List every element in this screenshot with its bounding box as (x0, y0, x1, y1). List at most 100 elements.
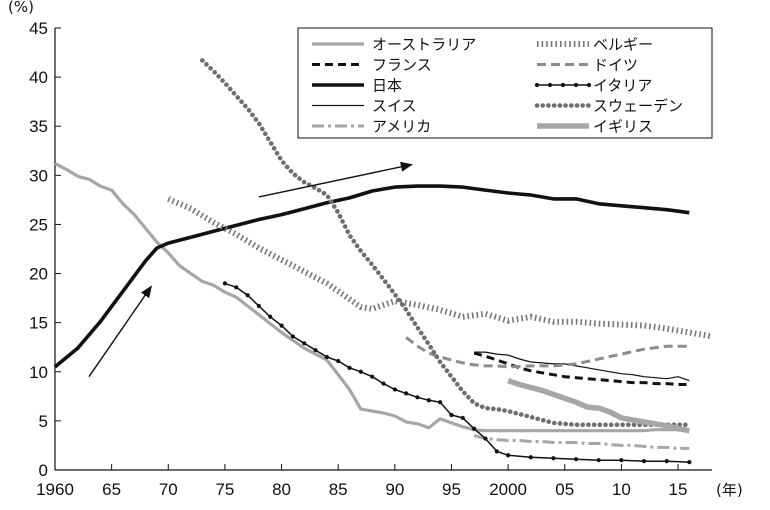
x-tick-label: 1960 (36, 480, 74, 499)
data-point (415, 395, 420, 400)
legend-label: イタリア (593, 77, 652, 95)
legend-label: 日本 (372, 77, 402, 95)
x-tick-label: 75 (215, 480, 234, 499)
x-tick-label: 95 (442, 480, 461, 499)
y-tick-label: 10 (29, 363, 48, 382)
legend-item: 日本 (312, 77, 402, 95)
series-line (53, 184, 690, 369)
series-line (200, 58, 692, 428)
series-line (167, 196, 713, 340)
data-point (687, 460, 692, 465)
data-point (256, 303, 261, 309)
data-point (290, 334, 295, 339)
data-point (664, 459, 669, 464)
data-point (573, 457, 579, 462)
legend-item: ベルギー (537, 36, 653, 54)
data-point (494, 449, 499, 454)
series-8 (222, 281, 692, 465)
x-tick-label: 85 (329, 480, 348, 499)
series-2 (473, 351, 690, 386)
data-point (324, 354, 329, 360)
data-point (245, 293, 250, 298)
legend-item: イタリア (534, 77, 652, 95)
data-point (347, 365, 352, 370)
data-point (370, 374, 375, 379)
legend-marker (560, 82, 566, 88)
x-tick-label: 90 (385, 480, 404, 499)
legend-marker (547, 82, 553, 88)
series-line (473, 434, 690, 450)
data-point (472, 426, 477, 431)
data-point (619, 458, 624, 463)
series-line (507, 378, 690, 434)
data-point (438, 400, 443, 405)
series-9 (200, 58, 692, 428)
x-axis: 1960 65 70 75 80 85 90 95 2000 05 10 15 (36, 464, 687, 499)
data-point (302, 341, 307, 346)
legend-label: ベルギー (593, 36, 653, 54)
y-axis: 0 5 10 15 20 25 30 35 40 45 (29, 19, 61, 480)
data-point (313, 348, 318, 353)
data-point (506, 453, 511, 458)
x-unit-label: (年) (716, 481, 743, 499)
x-tick-label: 15 (669, 480, 688, 499)
data-point (268, 314, 273, 319)
x-tick-label: 05 (555, 480, 574, 499)
legend-label: スウェーデン (593, 97, 683, 115)
legend-label: ドイツ (593, 56, 638, 74)
y-tick-label: 15 (29, 314, 48, 333)
x-tick-label: 80 (272, 480, 291, 499)
data-point (222, 281, 228, 286)
y-unit-label: (%) (8, 0, 34, 16)
data-point (483, 436, 488, 441)
legend-item: アメリカ (312, 118, 431, 136)
series-line (224, 282, 690, 463)
data-point (596, 458, 601, 463)
series-7 (405, 336, 690, 369)
y-tick-label: 30 (29, 166, 48, 185)
legend-item: ドイツ (537, 56, 638, 74)
data-point (460, 415, 465, 421)
y-tick-label: 40 (29, 68, 48, 87)
data-point (528, 455, 533, 460)
plot-area (54, 28, 712, 471)
annotations (88, 161, 413, 378)
legend-marker (586, 82, 592, 88)
series-5 (473, 434, 690, 450)
legend-item: スウェーデン (534, 97, 683, 115)
legend-item: オーストラリア (312, 36, 476, 54)
data-point (358, 369, 363, 374)
y-tick-label: 25 (29, 215, 48, 234)
legend-label: オーストラリア (372, 36, 476, 54)
data-point (279, 323, 284, 328)
data-point (426, 398, 431, 403)
series-10 (507, 378, 690, 434)
legend-label: アメリカ (372, 118, 431, 136)
y-tick-label: 0 (39, 461, 48, 480)
y-tick-label: 45 (29, 19, 48, 38)
series-line (473, 351, 690, 386)
data-point (336, 358, 341, 364)
legend-label: フランス (372, 56, 432, 74)
data-point (641, 459, 647, 464)
series-6 (167, 196, 713, 340)
data-point (449, 412, 454, 418)
trend-arrow (88, 285, 152, 378)
data-point (392, 387, 397, 392)
data-point (551, 456, 556, 461)
x-tick-label: 2000 (489, 480, 527, 499)
legend-item: フランス (312, 56, 432, 74)
legend-marker (534, 82, 540, 88)
legend-label: スイス (372, 97, 417, 115)
series-layer (53, 58, 713, 465)
data-point (381, 381, 386, 386)
legend-item: スイス (312, 97, 417, 115)
y-tick-label: 20 (29, 265, 48, 284)
legend-label: イギリス (593, 118, 653, 136)
legend-item: イギリス (537, 118, 653, 136)
data-point (404, 391, 409, 396)
x-tick-label: 10 (612, 480, 631, 499)
legend-marker (573, 82, 579, 88)
